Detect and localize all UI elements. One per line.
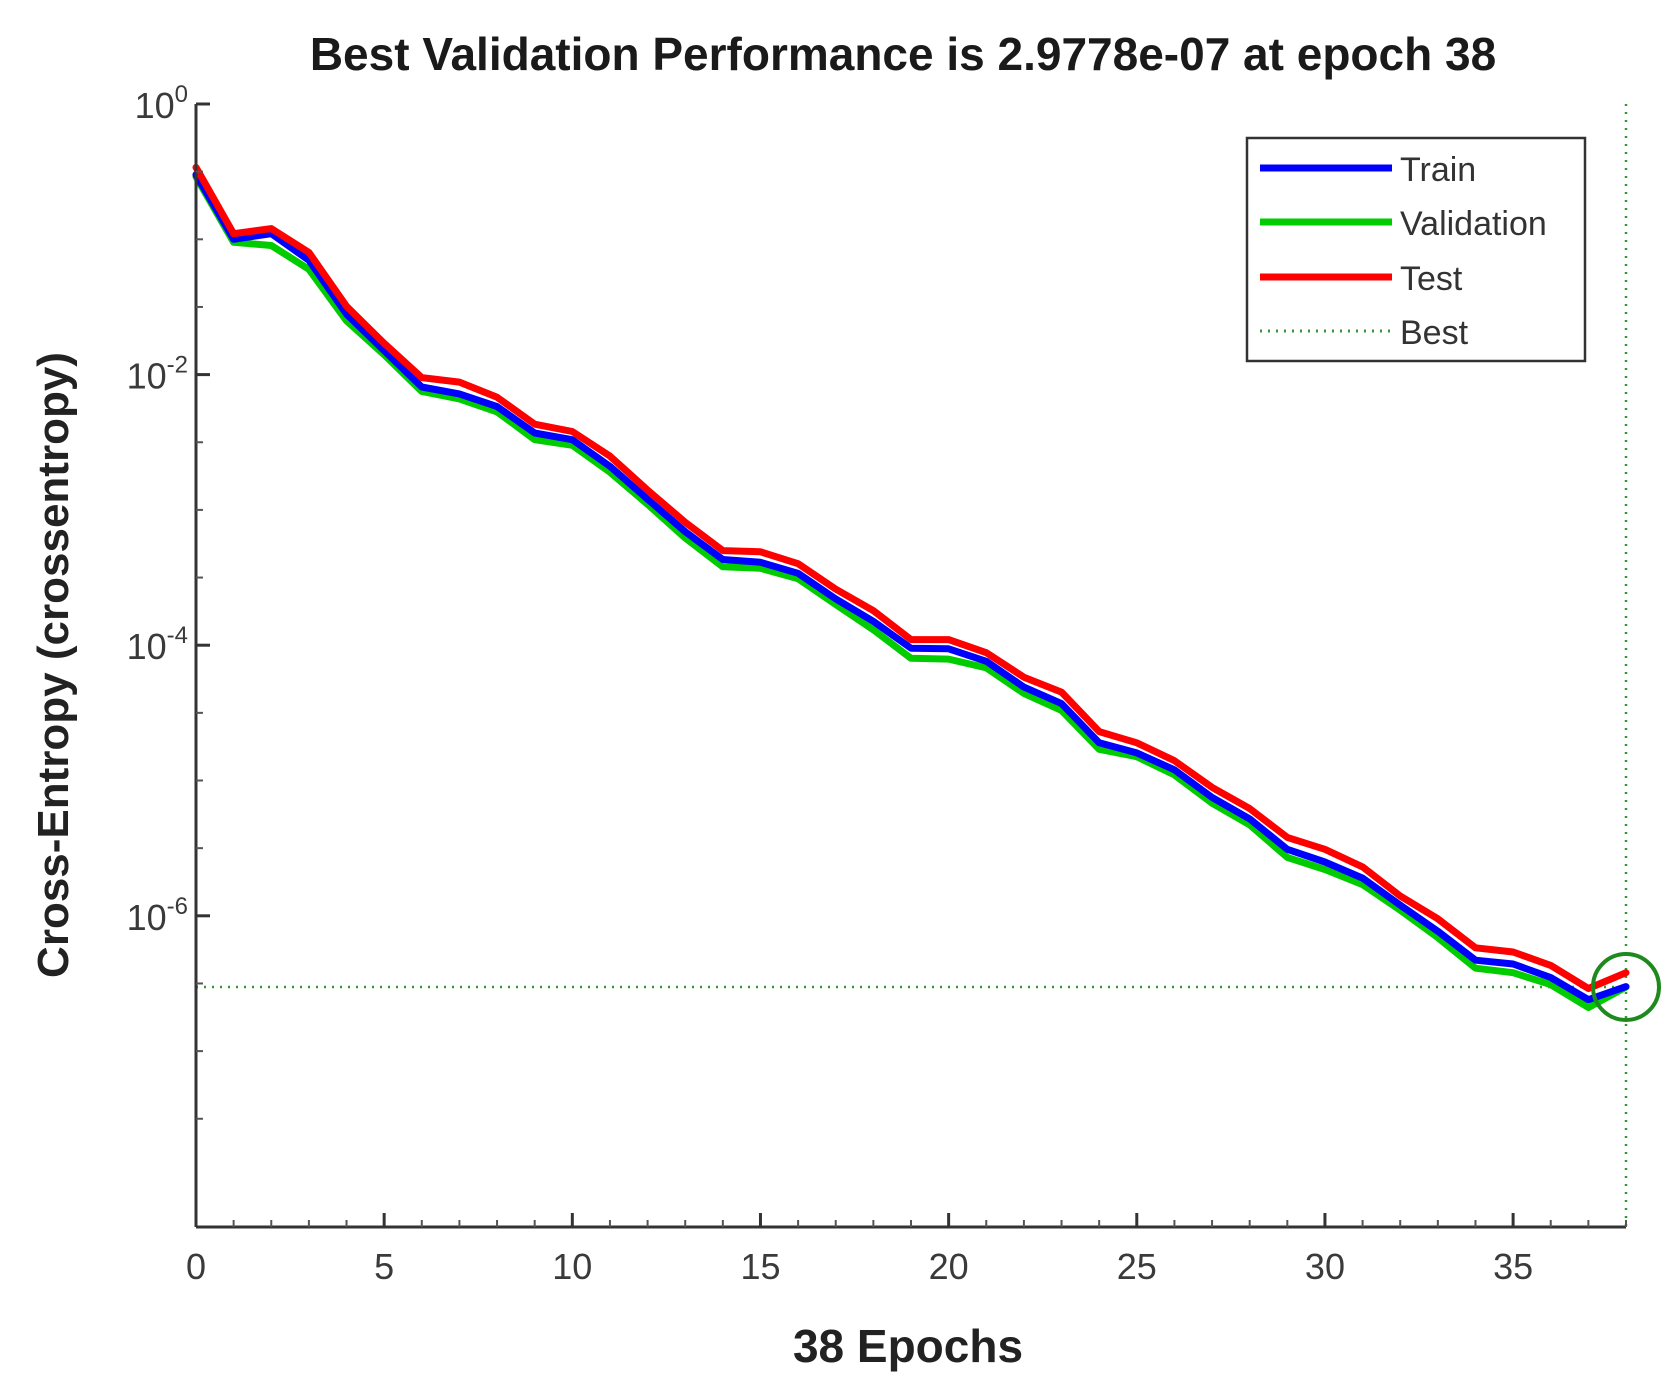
x-axis-label: 38 Epochs xyxy=(793,1320,1023,1372)
y-tick-label: 10-4 xyxy=(127,622,188,667)
y-tick-label: 100 xyxy=(135,81,188,126)
legend-test-label: Test xyxy=(1400,260,1463,298)
x-tick-label: 25 xyxy=(1117,1246,1157,1287)
x-tick-label: 30 xyxy=(1305,1246,1345,1287)
series-line-train xyxy=(192,171,1630,1004)
x-tick-label: 0 xyxy=(186,1246,206,1287)
series-line-validation xyxy=(192,173,1630,1011)
legend-best-label: Best xyxy=(1400,314,1469,352)
series-lines xyxy=(192,163,1661,1022)
legend: Train Validation Test Best xyxy=(1245,136,1587,363)
x-tick-label: 20 xyxy=(929,1246,969,1287)
x-tick-label: 15 xyxy=(740,1246,780,1287)
x-tick-label: 5 xyxy=(374,1246,394,1287)
best-point-marker xyxy=(1591,951,1661,1022)
legend-validation-label: Validation xyxy=(1400,205,1547,243)
chart-title: Best Validation Performance is 2.9778e-0… xyxy=(310,28,1496,80)
y-tick-label: 10-6 xyxy=(127,893,188,938)
y-tick-label: 10-2 xyxy=(127,352,188,397)
legend-box xyxy=(1245,136,1587,363)
series-line-test xyxy=(192,163,1630,992)
x-tick-label: 10 xyxy=(552,1246,592,1287)
best-markers xyxy=(196,104,1628,1227)
x-tick-label: 35 xyxy=(1493,1246,1533,1287)
y-axis-label: Cross-Entropy (crossentropy) xyxy=(29,352,78,978)
x-axis-ticks: 0 5 10 15 20 25 30 35 xyxy=(186,1213,1627,1287)
y-axis-ticks: 100 10-2 10-4 10-6 xyxy=(127,81,210,1120)
legend-train-label: Train xyxy=(1400,151,1476,189)
